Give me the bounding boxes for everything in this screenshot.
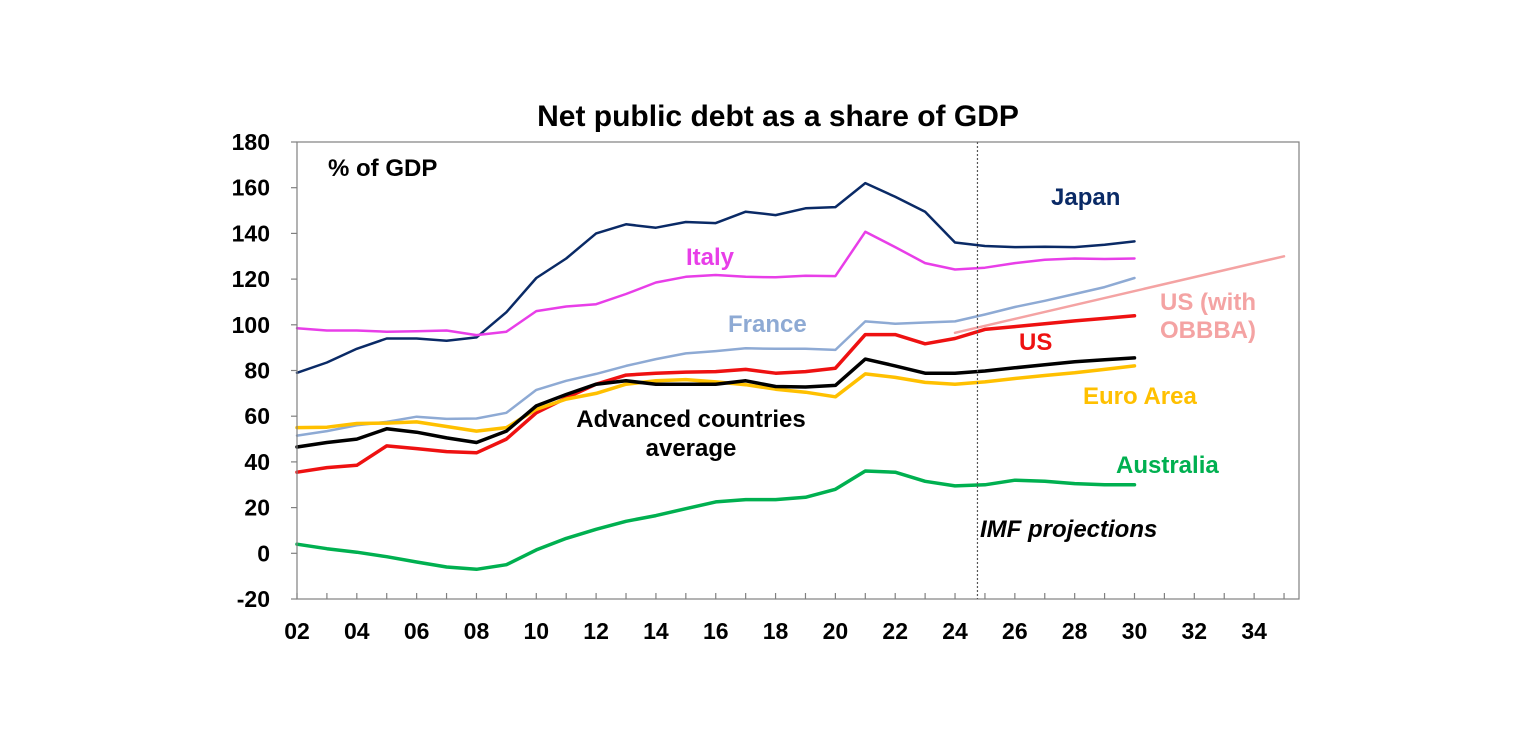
y-axis: -20 0 20 40 60 80 100 120 140 160 180 [232,129,297,612]
y-tick-label: 60 [244,403,270,429]
y-axis-unit-label: % of GDP [328,155,437,182]
y-tick-label: 120 [232,266,270,292]
x-tick-label: 14 [643,618,669,644]
series-line-japan [295,181,1136,375]
y-tick-label: 80 [244,358,270,384]
x-tick-label: 08 [464,618,490,644]
y-tick-label: 40 [244,449,270,475]
legend-label-italy: Italy [686,244,735,271]
x-tick-label: 32 [1182,618,1208,644]
y-tick-label: 160 [232,175,270,201]
x-tick-label: 16 [703,618,729,644]
x-tick-label: 26 [1002,618,1028,644]
legend-label-euro-area: Euro Area [1083,383,1197,410]
y-tick-label: 180 [232,129,270,155]
legend-label-advanced-line1: Advanced countries [576,406,805,433]
legend-label-advanced-line2: average [646,435,737,462]
x-tick-label: 22 [882,618,908,644]
x-tick-label: 20 [823,618,849,644]
series-line-euro-area [295,364,1137,433]
series-line-advanced-countries-average [295,356,1137,449]
x-tick-label: 30 [1122,618,1148,644]
x-tick-label: 24 [942,618,968,644]
x-tick-label: 04 [344,618,370,644]
x-axis: 02 04 06 08 10 12 14 16 18 20 22 24 26 28 30 32 34 [284,593,1285,644]
legend-label-australia: Australia [1116,452,1219,479]
y-tick-label: 140 [232,220,270,246]
y-tick-label: -20 [237,586,270,612]
x-tick-label: 10 [523,618,549,644]
series-lines [295,181,1286,572]
x-tick-label: 12 [583,618,609,644]
legend-label-japan: Japan [1051,184,1120,211]
legend-label-us-obbba-line1: US (with [1160,289,1256,316]
legend-label-us: US [1019,329,1052,356]
x-tick-label: 06 [404,618,430,644]
series-line-us-with-obbba [953,255,1286,335]
y-tick-label: 100 [232,312,270,338]
x-tick-label: 28 [1062,618,1088,644]
series-line-italy [295,230,1136,337]
chart-title: Net public debt as a share of GDP [537,100,1019,133]
series-line-us [295,313,1137,474]
y-tick-label: 0 [257,540,270,566]
series-line-australia [295,469,1137,572]
x-tick-label: 02 [284,618,310,644]
x-tick-label: 18 [763,618,789,644]
x-tick-label: 34 [1241,618,1267,644]
projection-label: IMF projections [980,516,1157,543]
y-tick-label: 20 [244,495,270,521]
legend-label-us-obbba-line2: OBBBA) [1160,317,1256,344]
series-line-france [295,276,1136,437]
legend-label-france: France [728,311,807,338]
